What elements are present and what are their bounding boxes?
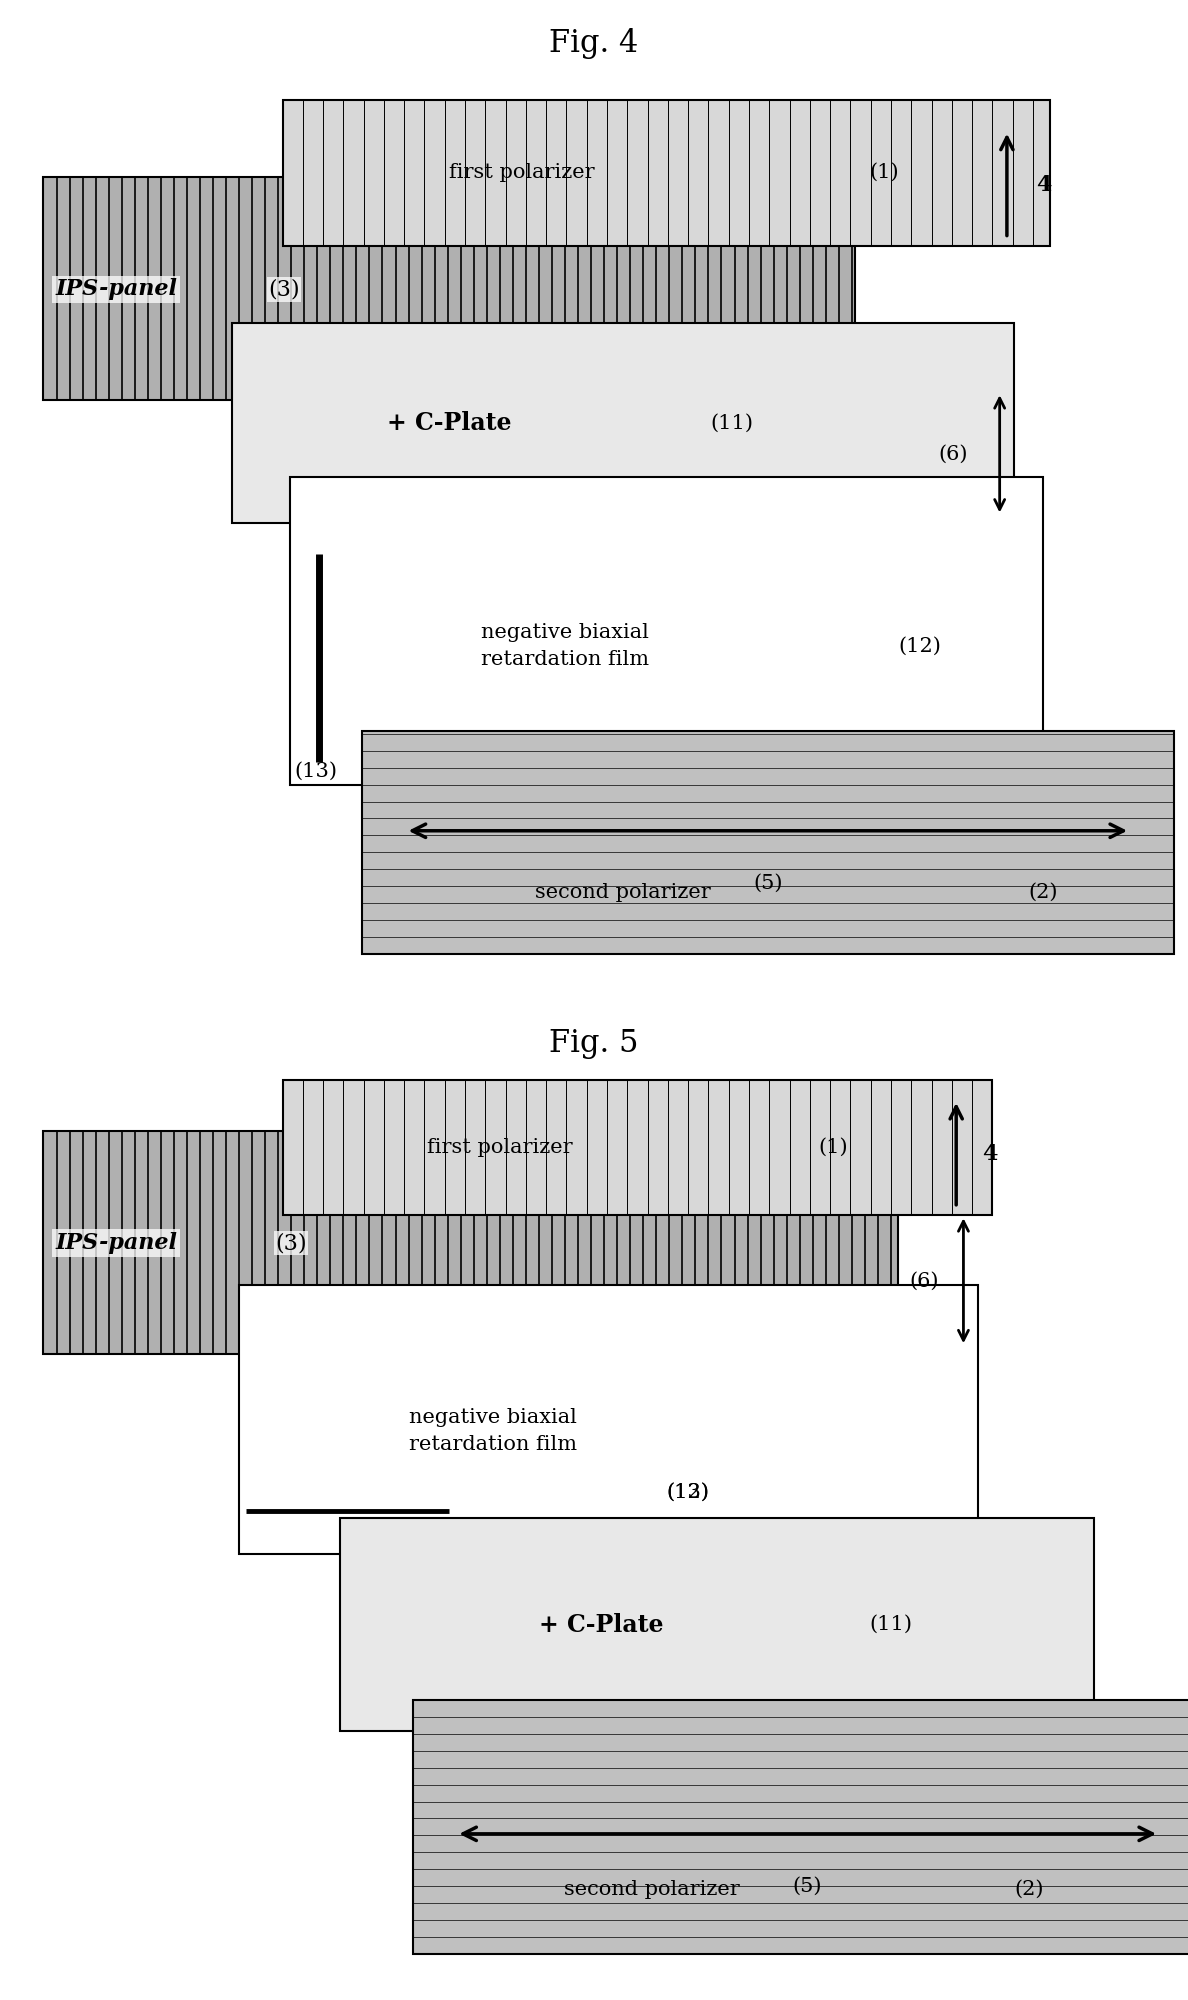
- Text: (2): (2): [1015, 1880, 1043, 1898]
- Text: IPS-panel: IPS-panel: [55, 1232, 177, 1254]
- Text: second polarizer: second polarizer: [564, 1880, 740, 1898]
- Text: 4: 4: [1036, 174, 1051, 196]
- Bar: [239, 1284, 978, 1554]
- Text: (1): (1): [819, 1138, 848, 1158]
- Bar: [413, 1700, 1188, 1954]
- Text: IPS-panel: IPS-panel: [55, 278, 177, 300]
- Bar: [44, 1130, 898, 1354]
- Text: (2): (2): [1029, 882, 1059, 902]
- Text: (12): (12): [666, 1482, 709, 1502]
- Text: (6): (6): [909, 1272, 939, 1292]
- Text: negative biaxial
retardation film: negative biaxial retardation film: [409, 1408, 576, 1454]
- Text: 4: 4: [982, 1142, 998, 1164]
- Text: Fig. 5: Fig. 5: [549, 1028, 639, 1058]
- Text: (13): (13): [666, 1482, 709, 1502]
- Text: (5): (5): [792, 1876, 822, 1896]
- Bar: [290, 476, 1043, 784]
- Text: (3): (3): [268, 278, 299, 300]
- Text: (5): (5): [753, 874, 783, 892]
- Text: + C-Plate: + C-Plate: [539, 1612, 663, 1636]
- Bar: [362, 730, 1174, 954]
- Bar: [341, 1518, 1094, 1730]
- Text: (1): (1): [870, 162, 899, 182]
- Text: (13): (13): [295, 762, 337, 780]
- Text: (11): (11): [870, 1616, 912, 1634]
- Text: negative biaxial
retardation film: negative biaxial retardation film: [481, 624, 649, 668]
- Text: (11): (11): [710, 414, 753, 432]
- Text: second polarizer: second polarizer: [535, 882, 710, 902]
- Text: (6): (6): [939, 444, 968, 464]
- Bar: [44, 176, 855, 400]
- Text: first polarizer: first polarizer: [426, 1138, 573, 1158]
- Text: (12): (12): [898, 636, 941, 656]
- Bar: [283, 100, 1050, 246]
- Bar: [283, 1080, 992, 1216]
- Text: + C-Plate: + C-Plate: [387, 412, 511, 436]
- Text: Fig. 4: Fig. 4: [549, 28, 639, 58]
- Text: first polarizer: first polarizer: [449, 162, 594, 182]
- Text: (3): (3): [276, 1232, 307, 1254]
- Bar: [232, 324, 1015, 524]
